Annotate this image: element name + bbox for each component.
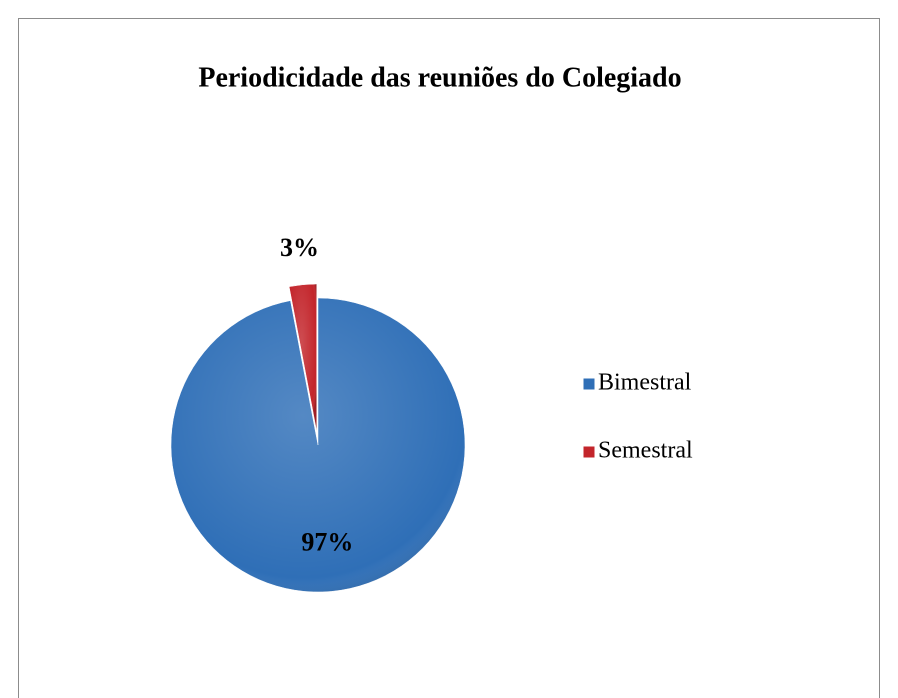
slice-shade (289, 284, 317, 432)
slice-shade (170, 298, 465, 592)
data-label: 97% (301, 527, 353, 556)
chart-border (18, 18, 880, 698)
legend-label: Bimestral (598, 370, 692, 396)
legend-swatch (582, 445, 596, 459)
legend-swatch (582, 377, 596, 391)
chart-title: Periodicidade das reuniões do Colegiado (198, 62, 681, 93)
data-label: 3% (280, 233, 319, 262)
legend-label: Semestral (598, 438, 693, 464)
